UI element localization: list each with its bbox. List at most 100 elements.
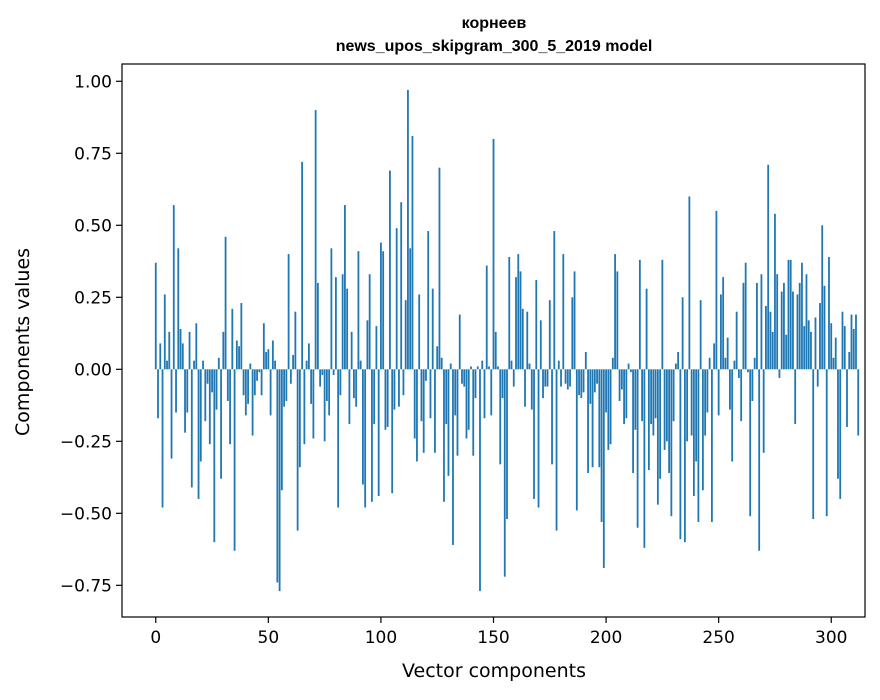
bar <box>735 311 738 370</box>
bar <box>485 265 488 370</box>
y-tick-label: 1.00 <box>74 72 112 92</box>
bar <box>458 314 461 370</box>
bar <box>839 369 842 499</box>
bar <box>222 331 225 370</box>
bar <box>571 297 574 370</box>
x-tick-label: 250 <box>702 628 734 648</box>
bar <box>533 369 535 499</box>
bar <box>607 369 610 450</box>
bar <box>796 294 799 370</box>
bar <box>596 369 598 384</box>
bar <box>798 282 801 370</box>
bar <box>321 369 324 376</box>
bar <box>551 369 553 465</box>
y-tick-label: −0.50 <box>60 504 112 524</box>
bar <box>697 369 700 522</box>
bar <box>787 259 790 370</box>
bar <box>677 352 680 370</box>
bar <box>337 369 340 508</box>
bar <box>305 360 308 370</box>
bar <box>668 369 671 473</box>
bar <box>163 294 166 370</box>
x-tick-label: 300 <box>815 628 847 648</box>
bar <box>857 369 860 436</box>
bar <box>643 369 646 548</box>
bar <box>269 369 272 416</box>
bar <box>298 369 301 468</box>
bar <box>699 300 702 370</box>
bar <box>499 369 502 465</box>
bar <box>447 369 450 476</box>
bar <box>774 213 776 370</box>
bar <box>665 369 668 442</box>
bar <box>271 340 274 370</box>
bar <box>812 369 815 520</box>
bar <box>688 196 691 370</box>
bar <box>656 369 659 505</box>
bar <box>560 369 562 387</box>
bar <box>474 369 477 399</box>
bar <box>681 297 684 370</box>
bar <box>454 369 457 416</box>
bar <box>508 256 511 370</box>
bar <box>357 251 360 370</box>
bar <box>429 369 432 419</box>
bar <box>382 251 385 370</box>
bar <box>413 369 416 439</box>
bar <box>301 161 304 370</box>
bar <box>339 369 342 396</box>
bar <box>724 357 727 370</box>
bar <box>771 331 774 370</box>
bar <box>686 369 689 442</box>
x-axis: 0 50 100 150 200 250 300 <box>150 617 847 648</box>
bar <box>679 369 682 540</box>
bar <box>690 369 693 436</box>
bar <box>287 254 290 370</box>
bar <box>704 369 707 436</box>
bar <box>260 369 263 396</box>
bar <box>819 303 821 370</box>
bar <box>445 369 448 425</box>
bar <box>490 369 493 416</box>
bar <box>398 369 400 407</box>
bar <box>789 259 792 370</box>
bar <box>569 369 571 387</box>
bar <box>580 369 583 399</box>
bar <box>461 369 463 384</box>
bar <box>841 311 844 370</box>
bar <box>233 369 236 551</box>
bar <box>765 305 767 370</box>
bar <box>713 343 716 370</box>
bar <box>483 369 486 419</box>
bar <box>692 369 695 497</box>
bar <box>670 369 673 517</box>
bar <box>404 300 407 370</box>
bar <box>758 369 761 551</box>
bar <box>175 369 177 413</box>
bar <box>715 210 718 370</box>
bar <box>332 369 335 376</box>
bar <box>377 369 380 497</box>
bar <box>166 360 168 370</box>
bar <box>294 311 297 370</box>
x-tick-label: 50 <box>258 628 280 648</box>
bar <box>391 369 394 494</box>
bar <box>346 288 349 370</box>
bar <box>780 291 783 370</box>
bar <box>389 170 391 370</box>
bar <box>542 369 544 399</box>
bar <box>330 248 333 370</box>
bar <box>362 369 364 485</box>
bar <box>283 369 286 407</box>
bar <box>753 357 756 370</box>
bar <box>663 369 666 450</box>
bar <box>512 369 515 387</box>
y-tick-label: −0.25 <box>60 432 112 452</box>
bar <box>553 231 556 370</box>
bar <box>325 369 328 401</box>
bar <box>296 369 299 531</box>
bar <box>598 369 601 468</box>
x-axis-label: Vector components <box>402 660 586 682</box>
bar <box>515 277 517 370</box>
